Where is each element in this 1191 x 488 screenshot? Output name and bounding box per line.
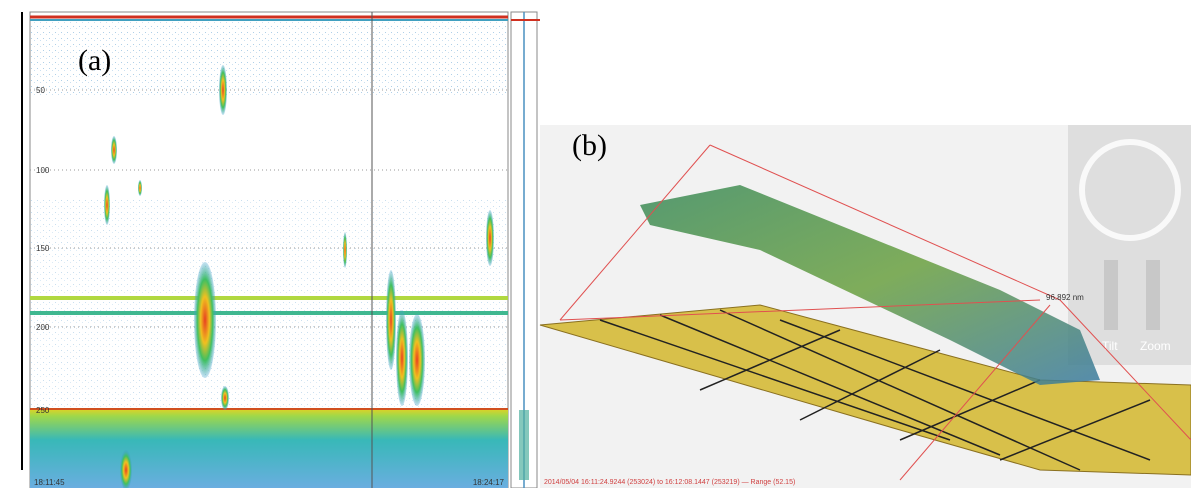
control-label: Tilt: [1102, 339, 1118, 353]
time-start: 18:11:45: [34, 478, 65, 487]
figure: 50 100 150 200 250 18:11:45 18:24:17 (a)…: [0, 0, 1191, 488]
footer: 2014/05/04 16:11:24.9244 (253024) to 16:…: [544, 479, 795, 486]
panel-label: (a): [78, 44, 111, 77]
time-end: 18:24:17: [473, 478, 505, 487]
depth-label: 50: [36, 86, 45, 95]
depth-label: 150: [36, 244, 50, 253]
depth-label: 250: [36, 406, 50, 415]
control-label: Zoom: [1140, 339, 1171, 353]
panel-label: (b): [572, 129, 607, 162]
echogram: 50 100 150 200 250 18:11:45 18:24:17 (a): [22, 12, 540, 488]
depth-label: 100: [36, 166, 50, 175]
distance-label: 96.892 nm: [1046, 293, 1084, 302]
depth-label: 200: [36, 323, 50, 332]
3d-view: Tilt Zoom 96.892 nm 2014/05/04 16:11:24.…: [540, 125, 1191, 488]
